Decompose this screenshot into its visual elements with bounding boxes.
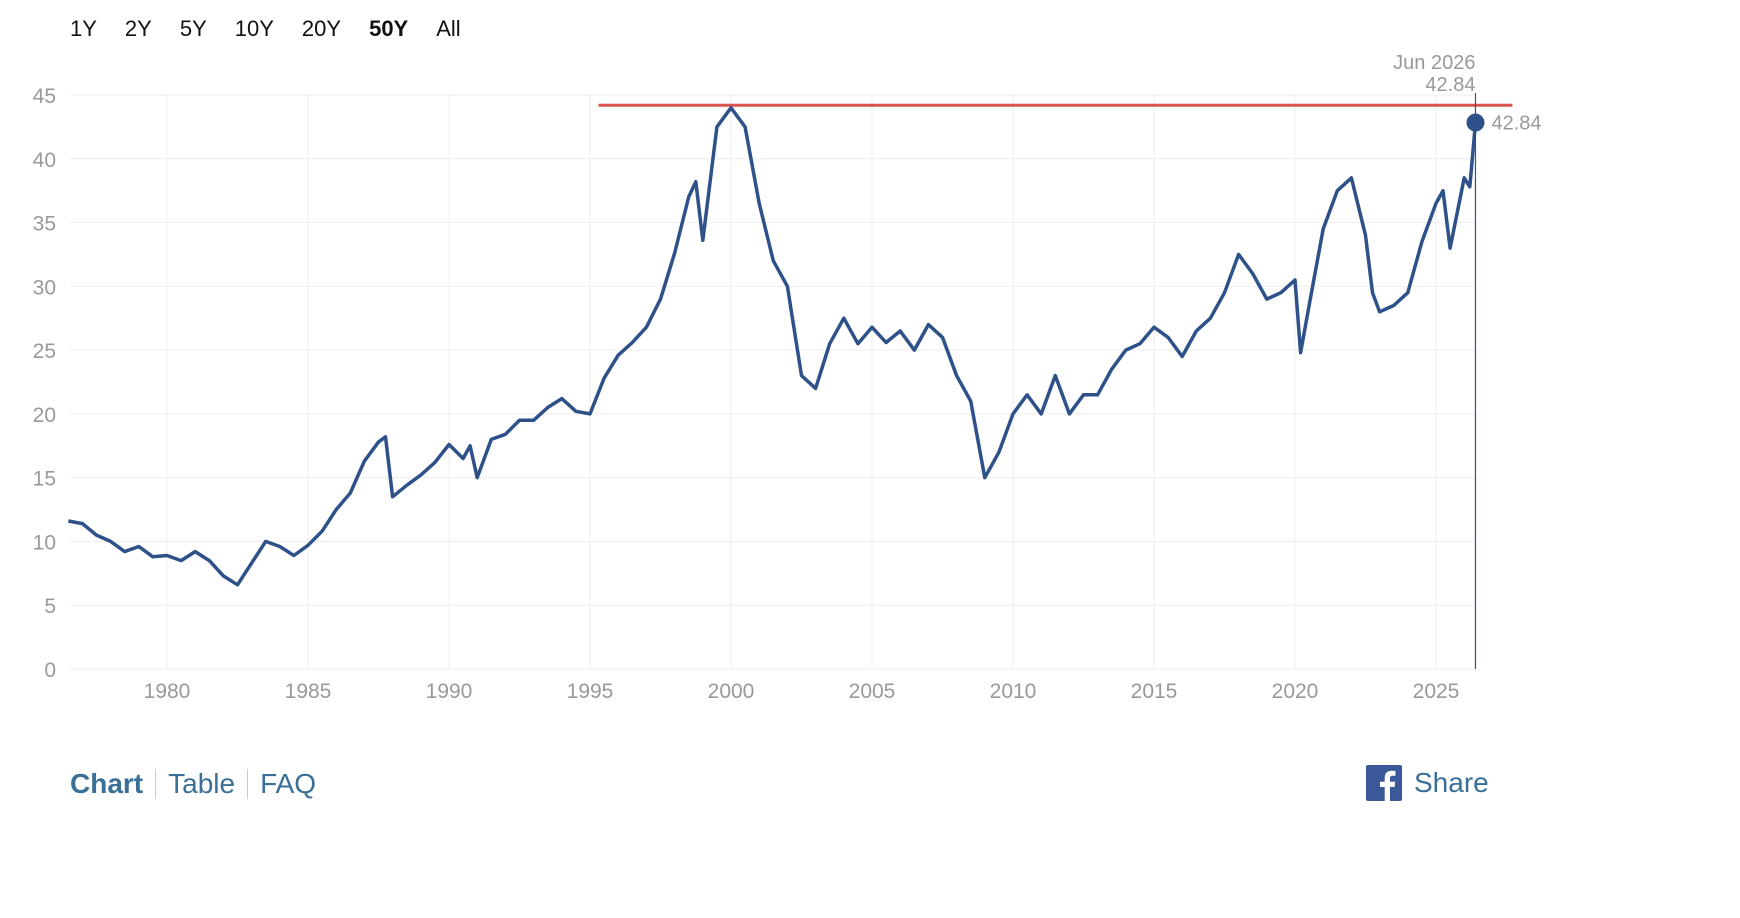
tooltip-date: Jun 2026: [1393, 52, 1475, 74]
x-tick-label: 1995: [567, 680, 614, 703]
y-tick-label: 45: [33, 85, 56, 108]
x-tick-label: 1990: [426, 680, 473, 703]
cursor-point: [1466, 113, 1485, 132]
x-tick-label: 2015: [1131, 680, 1178, 703]
y-axis-ticks: 0 5 10 15 20 25 30 35 40 45: [33, 85, 56, 682]
facebook-icon: [1366, 765, 1402, 801]
cursor-value-label: 42.84: [1491, 113, 1541, 135]
y-tick-label: 35: [33, 213, 56, 236]
share-button[interactable]: Share: [1366, 765, 1489, 801]
y-tick-label: 10: [33, 531, 56, 554]
view-tabs: Chart Table FAQ: [70, 768, 328, 800]
x-tick-label: 2005: [849, 680, 896, 703]
range-20y-button[interactable]: 20Y: [288, 14, 355, 44]
y-tick-label: 25: [33, 340, 56, 363]
tab-table[interactable]: Table: [168, 768, 236, 799]
chart-grid: [70, 94, 1476, 670]
x-tick-label: 2010: [990, 680, 1037, 703]
series-line: [67, 106, 1478, 587]
time-range-selector: 1Y 2Y 5Y 10Y 20Y 50Y All: [70, 14, 475, 44]
x-axis-ticks: 1980 1985 1990 1995 2000 2005 2010 2015 2020 2025: [144, 680, 1460, 703]
x-tick-label: 2000: [708, 680, 755, 703]
range-5y-button[interactable]: 5Y: [166, 14, 221, 44]
y-tick-label: 15: [33, 468, 56, 491]
tooltip-value: 42.84: [1425, 74, 1475, 96]
range-all-button[interactable]: All: [422, 14, 474, 44]
x-tick-label: 1985: [285, 680, 332, 703]
x-tick-label: 2020: [1272, 680, 1319, 703]
range-50y-button[interactable]: 50Y: [355, 14, 422, 44]
tab-divider: [155, 769, 157, 799]
y-tick-label: 20: [33, 404, 56, 427]
range-1y-button[interactable]: 1Y: [70, 14, 111, 44]
tab-faq[interactable]: FAQ: [260, 768, 317, 799]
share-label: Share: [1414, 767, 1489, 798]
x-tick-label: 1980: [144, 680, 191, 703]
y-tick-label: 5: [44, 595, 56, 618]
tab-divider: [247, 769, 249, 799]
y-tick-label: 40: [33, 149, 56, 172]
y-tick-label: 30: [33, 276, 56, 299]
x-tick-label: 2025: [1413, 680, 1460, 703]
y-tick-label: 0: [44, 659, 56, 682]
range-10y-button[interactable]: 10Y: [221, 14, 288, 44]
tab-chart[interactable]: Chart: [70, 768, 144, 799]
range-2y-button[interactable]: 2Y: [111, 14, 166, 44]
